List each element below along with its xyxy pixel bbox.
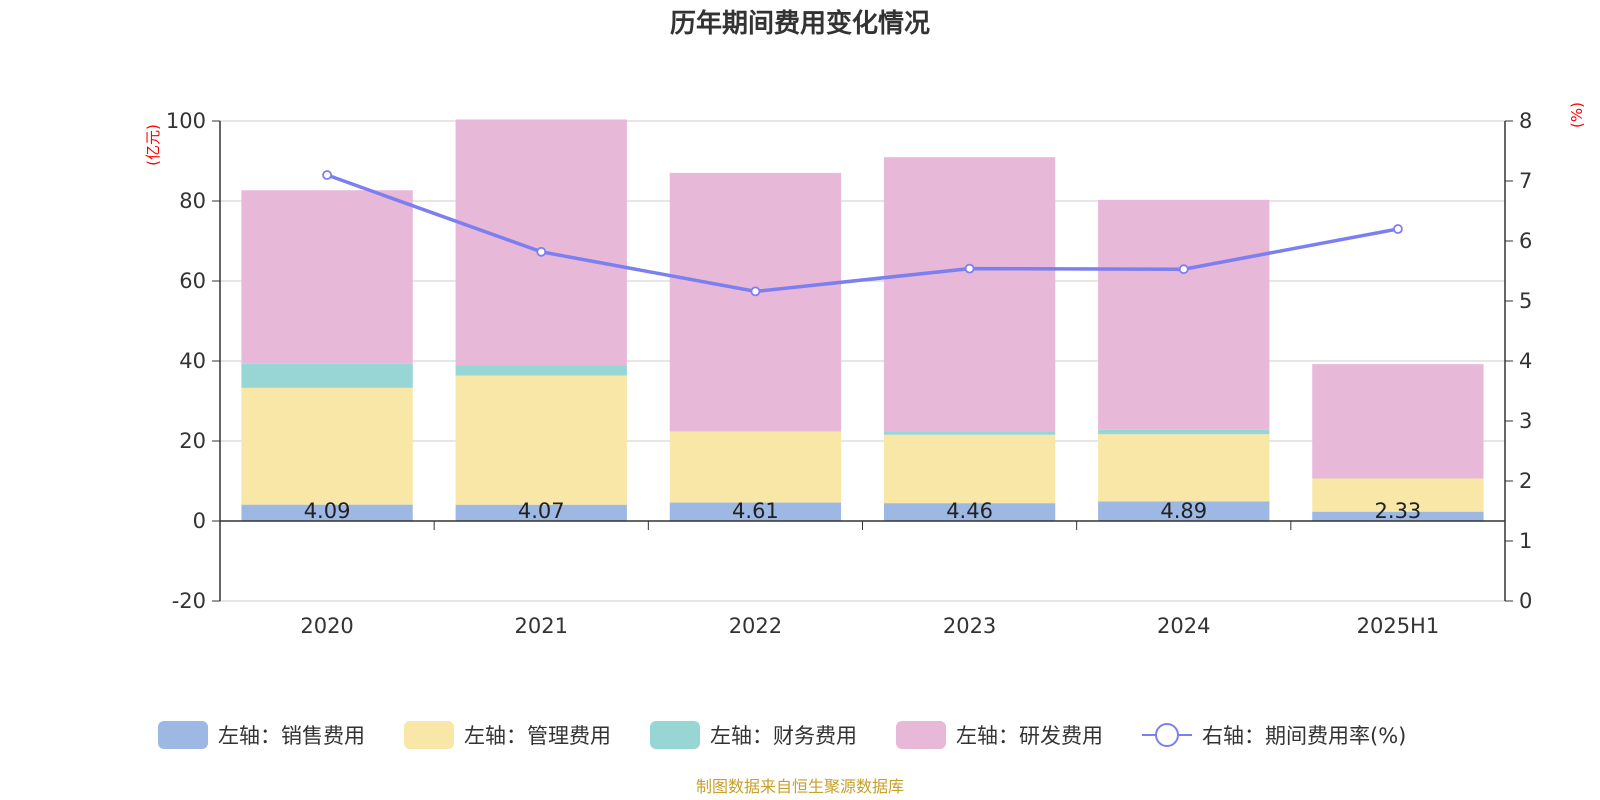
legend-item: 左轴：财务费用 <box>650 721 857 749</box>
x-axis-tick-label: 2020 <box>300 614 353 638</box>
legend-swatch <box>896 721 946 749</box>
right-axis-tick-label: 3 <box>1519 409 1532 433</box>
expense-rate-line <box>322 170 1403 297</box>
left-axis-unit: (亿元) <box>144 124 162 166</box>
right-axis-tick-label: 5 <box>1519 289 1532 313</box>
bar-segment <box>669 502 842 521</box>
right-axis-tick-label: 0 <box>1519 589 1532 613</box>
left-axis-tick-label: 100 <box>166 109 206 133</box>
data-label: 4.46 <box>946 499 993 523</box>
bar-segment <box>455 119 627 366</box>
bar-segment <box>455 365 627 376</box>
left-axis-tick-label: 0 <box>193 509 206 533</box>
bar-segment <box>241 504 413 521</box>
x-axis-tick-label: 2023 <box>943 614 996 638</box>
bar-segment <box>669 172 842 431</box>
right-axis-tick-label: 2 <box>1519 469 1532 493</box>
bar-segment <box>1312 364 1484 479</box>
left-axis-tick-label: 40 <box>179 349 206 373</box>
rate-point <box>964 263 975 274</box>
rate-point <box>322 170 332 180</box>
bar-segment <box>241 363 413 388</box>
right-axis-tick-label: 7 <box>1519 169 1532 193</box>
legend-label: 右轴：期间费用率(%) <box>1202 724 1406 748</box>
bar-segment <box>1312 511 1484 521</box>
legend-item: 左轴：研发费用 <box>896 721 1103 749</box>
left-axis-tick-label: 20 <box>179 429 206 453</box>
rate-point <box>1178 264 1189 275</box>
axes: -20 0 20 40 60 80 100 0 1 2 3 4 5 6 7 8 2020 2021 2022 2023… <box>166 109 1532 638</box>
bar-segment <box>455 375 627 505</box>
chart-title: 历年期间费用变化情况 <box>670 8 930 39</box>
right-axis-tick-label: 4 <box>1519 349 1532 373</box>
bar-segment <box>241 190 413 364</box>
x-axis-tick-label: 2024 <box>1157 614 1210 638</box>
left-axis-tick-label: -20 <box>172 589 206 613</box>
bar-segment <box>883 434 1056 504</box>
rate-point <box>1393 224 1403 234</box>
legend-marker <box>1155 723 1179 747</box>
legend-item: 左轴：管理费用 <box>404 721 611 749</box>
right-axis-unit: (%) <box>1568 102 1586 128</box>
bar-segment <box>241 387 413 505</box>
bar-segment <box>883 157 1056 432</box>
legend-swatch <box>404 721 454 749</box>
bar-segment <box>883 503 1056 521</box>
source-note: 制图数据来自恒生聚源数据库 <box>696 777 904 796</box>
bar-segment <box>1098 199 1270 430</box>
legend-label: 左轴：财务费用 <box>710 724 857 748</box>
legend-swatch <box>158 721 208 749</box>
legend-swatch <box>650 721 700 749</box>
legend-item: 左轴：销售费用 <box>158 721 365 749</box>
legend-label: 左轴：销售费用 <box>218 724 365 748</box>
bar-segment <box>883 431 1056 435</box>
right-axis-tick-label: 8 <box>1519 109 1532 133</box>
bar-segment <box>1098 429 1270 435</box>
x-axis-tick-label: 2025H1 <box>1357 614 1440 638</box>
right-axis-tick-label: 6 <box>1519 229 1532 253</box>
left-axis-tick-label: 80 <box>179 189 206 213</box>
x-axis-tick-label: 2021 <box>515 614 568 638</box>
data-label: 4.09 <box>304 499 351 523</box>
left-axis-tick-label: 60 <box>179 269 206 293</box>
data-label: 4.61 <box>732 499 779 523</box>
data-label: 2.33 <box>1375 499 1422 523</box>
x-axis-tick-label: 2022 <box>729 614 782 638</box>
rate-line <box>326 173 1399 294</box>
legend: 左轴：销售费用 左轴：管理费用 左轴：财务费用 左轴：研发费用 右轴：期间费用率(%) <box>158 721 1406 749</box>
rate-point <box>536 246 547 257</box>
rate-point <box>750 286 761 297</box>
bar-segment <box>1312 478 1484 512</box>
bar-segment <box>1098 501 1270 521</box>
bar-segment <box>669 431 842 503</box>
bars <box>241 119 1484 521</box>
bar-segment <box>1098 434 1270 502</box>
data-label: 4.07 <box>518 499 565 523</box>
legend-label: 左轴：研发费用 <box>956 724 1103 748</box>
data-labels: 4.09 4.07 4.61 4.46 4.89 2.33 <box>304 499 1422 523</box>
bar-segment <box>455 504 627 521</box>
legend-item: 右轴：期间费用率(%) <box>1142 723 1406 748</box>
data-label: 4.89 <box>1160 499 1207 523</box>
legend-label: 左轴：管理费用 <box>464 724 611 748</box>
right-axis-tick-label: 1 <box>1519 529 1532 553</box>
